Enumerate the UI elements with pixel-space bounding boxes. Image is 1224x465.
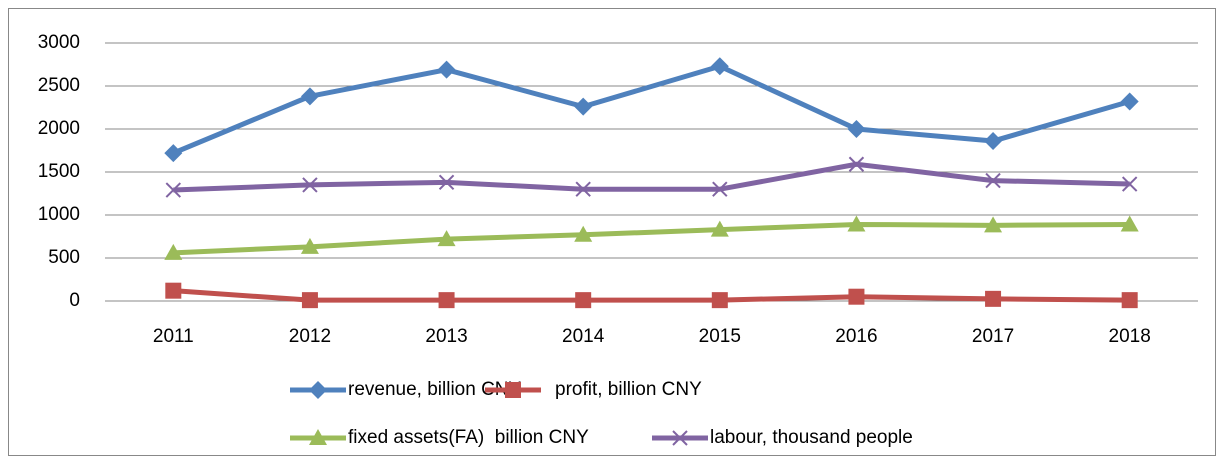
marker (848, 156, 865, 172)
x-tick-label: 2015 (699, 326, 741, 347)
marker (1121, 176, 1138, 192)
x-tick-label: 2013 (425, 326, 467, 347)
marker (1120, 92, 1139, 111)
marker (300, 237, 319, 254)
marker (847, 120, 866, 138)
marker (165, 282, 182, 299)
marker (672, 430, 688, 446)
marker (711, 292, 728, 309)
series-line (173, 161, 1130, 193)
marker (309, 429, 327, 445)
marker (309, 381, 327, 399)
marker (438, 174, 455, 191)
y-tick-label: 2500 (38, 75, 80, 96)
marker (437, 60, 456, 79)
marker (302, 177, 318, 193)
marker (710, 57, 729, 76)
legend-item: revenue, billion CNY (290, 379, 522, 400)
x-tick-label: 2012 (289, 326, 331, 347)
x-tick-label: 2018 (1109, 326, 1151, 347)
y-tick-label: 1000 (38, 204, 80, 225)
marker (847, 215, 866, 232)
marker (437, 230, 456, 247)
legend-item: fixed assets(FA) billion CNY (290, 427, 589, 448)
marker (165, 182, 182, 198)
y-tick-label: 500 (48, 247, 80, 268)
marker (712, 181, 728, 197)
y-tick-label: 1500 (38, 161, 80, 182)
marker (575, 181, 591, 197)
marker (301, 292, 318, 309)
legend-label: profit, billion CNY (555, 379, 702, 400)
y-tick-label: 3000 (38, 32, 80, 53)
series-line (173, 288, 1130, 303)
marker (985, 172, 1001, 189)
marker (575, 292, 592, 309)
legend-item: profit, billion CNY (485, 379, 702, 400)
marker (300, 87, 319, 106)
marker (1121, 292, 1138, 309)
marker (985, 290, 1002, 307)
legend-label: fixed assets(FA) billion CNY (348, 427, 589, 448)
marker (984, 216, 1003, 233)
series-line (173, 221, 1130, 256)
legend-label: labour, thousand people (710, 427, 913, 448)
y-tick-label: 2000 (38, 118, 80, 139)
series-line (172, 63, 1131, 156)
marker (710, 220, 729, 237)
marker (984, 132, 1003, 151)
x-tick-label: 2011 (153, 326, 194, 347)
marker (438, 292, 455, 309)
marker (164, 144, 183, 163)
x-tick-label: 2017 (972, 326, 1014, 347)
marker (574, 225, 593, 242)
x-tick-label: 2016 (835, 326, 877, 347)
legend-item: labour, thousand people (652, 427, 913, 448)
marker (848, 288, 865, 305)
marker (1120, 215, 1139, 232)
marker (505, 382, 521, 398)
legend-label: revenue, billion CNY (348, 379, 522, 400)
x-tick-label: 2014 (562, 326, 605, 347)
marker (574, 97, 593, 116)
marker (164, 243, 183, 260)
y-tick-label: 0 (69, 290, 80, 311)
